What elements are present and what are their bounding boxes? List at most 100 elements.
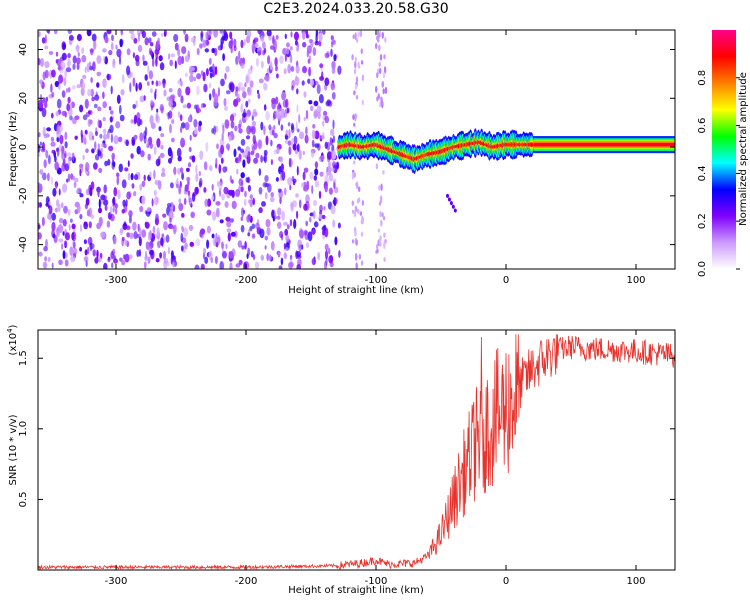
noise-blob [168, 157, 172, 164]
noise-blob [294, 31, 299, 41]
noise-blob [67, 87, 71, 93]
noise-blob [126, 191, 131, 200]
noise-blob [198, 120, 202, 127]
faint-blob [377, 228, 381, 233]
stray-blob [447, 197, 451, 202]
noise-blob [307, 78, 311, 84]
noise-blob [212, 211, 217, 221]
faint-blob [354, 230, 357, 237]
spectrogram-ytick-label: 40 [18, 43, 29, 56]
noise-blob [215, 207, 220, 218]
noise-blob [133, 37, 138, 44]
snr-ytick-label: 1.0 [18, 421, 29, 437]
noise-blob [38, 31, 41, 37]
noise-blob [296, 46, 299, 52]
noise-blob [298, 113, 301, 124]
noise-blob [254, 261, 260, 269]
noise-blob [203, 248, 207, 255]
noise-blob [163, 221, 168, 231]
noise-blob [325, 257, 328, 266]
noise-blob [233, 148, 237, 158]
noise-blob [108, 106, 112, 111]
noise-blob [222, 124, 225, 134]
noise-blob [269, 60, 273, 71]
noise-blob [289, 54, 293, 64]
noise-blob [77, 203, 81, 214]
noise-blob [218, 181, 223, 191]
noise-blob [125, 199, 128, 207]
noise-blob [58, 217, 64, 224]
noise-blob [245, 177, 250, 183]
noise-blob [303, 116, 306, 122]
noise-blob [329, 261, 334, 268]
noise-blob [278, 265, 283, 269]
noise-blob [128, 210, 133, 218]
noise-blob [83, 256, 89, 262]
noise-blob [299, 131, 305, 140]
snr-series [38, 334, 675, 570]
noise-blob [221, 132, 224, 141]
noise-blob [215, 232, 218, 239]
noise-blob [116, 172, 120, 178]
noise-blob [330, 35, 334, 41]
noise-blob [279, 196, 282, 205]
noise-blob [193, 127, 198, 135]
noise-blob [70, 255, 76, 263]
colorbar-label: Normalized spectral amplitude [738, 72, 749, 226]
noise-blob [79, 213, 83, 220]
noise-blob [38, 57, 41, 66]
noise-blob [144, 74, 148, 81]
noise-blob [149, 249, 154, 256]
spectrogram-signal-band [337, 128, 675, 213]
noise-blob [231, 200, 237, 210]
noise-blob [133, 191, 137, 197]
noise-blob [86, 209, 90, 217]
noise-blob [211, 195, 215, 201]
noise-blob [73, 181, 77, 189]
noise-blob [284, 139, 289, 144]
noise-blob [126, 232, 130, 238]
noise-blob [39, 202, 42, 208]
noise-blob [255, 57, 259, 67]
noise-blob [199, 150, 204, 160]
faint-blob [359, 211, 362, 216]
snr-xtick-label: 0 [503, 576, 509, 587]
noise-blob [200, 263, 205, 269]
noise-blob [296, 165, 299, 176]
noise-blob [217, 87, 220, 97]
spectrogram-x-axis-label: Height of straight line (km) [288, 285, 424, 296]
noise-blob [91, 33, 97, 42]
noise-blob [249, 80, 254, 88]
noise-blob [264, 235, 269, 241]
noise-blob [152, 225, 156, 234]
noise-blob [317, 111, 321, 120]
noise-blob [195, 186, 199, 195]
faint-blob [353, 210, 357, 218]
noise-blob [45, 133, 50, 138]
noise-blob [93, 162, 98, 170]
spectrogram-noise-region [38, 30, 388, 269]
noise-blob [332, 135, 335, 144]
noise-blob [302, 171, 306, 181]
faint-blob [354, 84, 358, 90]
faint-blob [384, 37, 387, 43]
noise-blob [143, 261, 147, 269]
noise-blob [280, 108, 286, 119]
noise-blob [263, 125, 266, 135]
noise-blob [296, 251, 302, 258]
noise-blob [191, 193, 196, 202]
noise-blob [118, 55, 122, 65]
faint-blob [383, 241, 386, 250]
noise-blob [182, 104, 188, 109]
noise-blob [304, 134, 309, 144]
noise-blob [72, 63, 76, 70]
noise-blob [316, 105, 322, 114]
noise-blob [195, 164, 198, 174]
noise-blob [324, 115, 330, 124]
noise-blob [296, 88, 299, 95]
noise-blob [90, 181, 95, 190]
noise-blob [245, 75, 249, 84]
noise-blob [151, 80, 154, 85]
noise-blob [337, 65, 342, 75]
noise-blob [128, 215, 132, 224]
